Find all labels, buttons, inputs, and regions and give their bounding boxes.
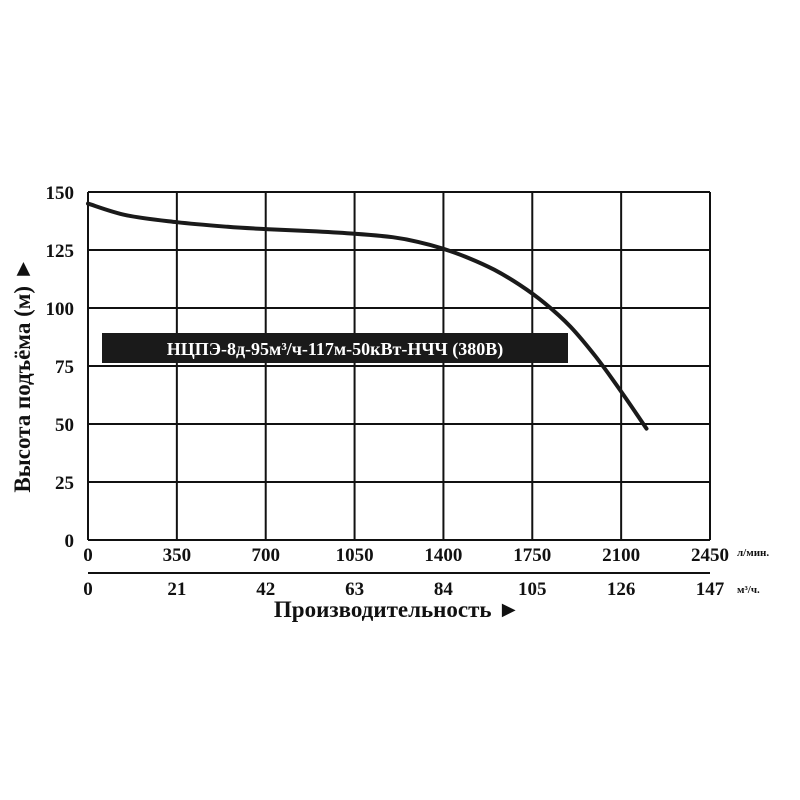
x-tick-label-primary: 700 bbox=[251, 545, 280, 566]
x-unit-secondary: м³/ч. bbox=[737, 584, 760, 596]
x-unit-primary: л/мин. bbox=[737, 547, 769, 559]
x-axis-title: Производительность ► bbox=[274, 597, 520, 622]
series-label-background bbox=[102, 333, 568, 363]
y-tick-label: 75 bbox=[55, 357, 74, 378]
x-tick-label-secondary: 0 bbox=[83, 579, 93, 600]
series-label-box: НЦПЭ-8д-95м³/ч-117м-50кВт-НЧЧ (380В) bbox=[102, 333, 568, 363]
y-tick-label: 50 bbox=[55, 415, 74, 436]
x-tick-label-secondary: 84 bbox=[434, 579, 454, 600]
x-tick-label-primary: 1750 bbox=[513, 545, 551, 566]
y-tick-labels: 0 25 50 75 100 125 150 bbox=[46, 183, 75, 552]
y-tick-label: 125 bbox=[46, 241, 75, 262]
x-tick-label-secondary: 147 bbox=[696, 579, 725, 600]
x-tick-label-secondary: 63 bbox=[345, 579, 364, 600]
x-tick-label-primary: 350 bbox=[163, 545, 192, 566]
x-tick-label-secondary: 105 bbox=[518, 579, 547, 600]
x-tick-labels-secondary: 0 21 42 63 84 105 126 147 bbox=[83, 579, 725, 600]
y-tick-label: 0 bbox=[65, 531, 75, 552]
y-tick-label: 100 bbox=[46, 299, 75, 320]
x-tick-labels-primary: 0 350 700 1050 1400 1750 2100 2450 bbox=[83, 545, 729, 566]
x-tick-label-primary: 1400 bbox=[424, 545, 462, 566]
y-axis-title: Высота подъёма (м) ► bbox=[10, 257, 35, 492]
x-tick-label-primary: 0 bbox=[83, 545, 93, 566]
grid bbox=[87, 191, 711, 541]
x-tick-label-primary: 2450 bbox=[691, 545, 729, 566]
y-tick-label: 25 bbox=[55, 473, 74, 494]
y-tick-label: 150 bbox=[46, 183, 75, 204]
x-tick-label-primary: 2100 bbox=[602, 545, 640, 566]
x-tick-label-secondary: 21 bbox=[167, 579, 186, 600]
x-tick-label-secondary: 126 bbox=[607, 579, 636, 600]
x-tick-label-secondary: 42 bbox=[256, 579, 275, 600]
x-tick-label-primary: 1050 bbox=[336, 545, 374, 566]
performance-curve bbox=[86, 201, 649, 431]
curve-layer bbox=[86, 201, 649, 431]
series-label: НЦПЭ-8д-95м³/ч-117м-50кВт-НЧЧ (380В) bbox=[167, 339, 504, 360]
